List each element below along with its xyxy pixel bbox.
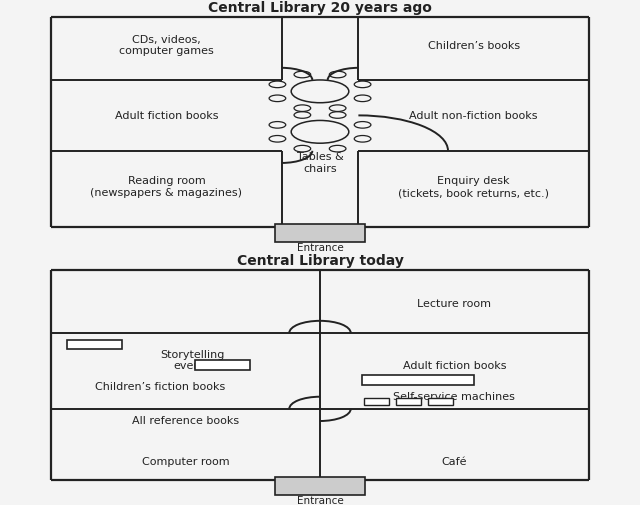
Text: Central Library today: Central Library today — [237, 253, 403, 267]
Bar — [195, 361, 250, 370]
Text: Reading room
(newspapers & magazines): Reading room (newspapers & magazines) — [90, 176, 243, 197]
Bar — [364, 398, 389, 405]
Text: Sofa: Sofa — [211, 360, 234, 370]
Text: Sofa: Sofa — [83, 340, 106, 350]
Bar — [275, 477, 365, 495]
Text: Central Library 20 years ago: Central Library 20 years ago — [208, 1, 432, 15]
Text: Children’s fiction books: Children’s fiction books — [95, 381, 225, 391]
Text: Children’s books: Children’s books — [428, 40, 520, 50]
Text: Entrance: Entrance — [296, 242, 344, 252]
Text: Adult fiction books: Adult fiction books — [403, 360, 506, 370]
Text: Tables &
chairs: Tables & chairs — [296, 152, 344, 174]
Text: Self-service machines: Self-service machines — [394, 391, 515, 401]
Text: Café: Café — [442, 456, 467, 466]
Text: Entrance: Entrance — [296, 495, 344, 505]
Bar — [275, 225, 365, 242]
Text: CDs, videos,
computer games: CDs, videos, computer games — [119, 35, 214, 56]
Text: Information desk: Information desk — [373, 375, 461, 385]
Bar — [428, 398, 453, 405]
Bar — [362, 375, 474, 385]
Text: Enquiry desk
(tickets, book returns, etc.): Enquiry desk (tickets, book returns, etc… — [398, 176, 549, 197]
Text: Adult non-fiction books: Adult non-fiction books — [410, 111, 538, 121]
Bar — [67, 340, 122, 349]
Bar — [396, 398, 421, 405]
Text: Adult fiction books: Adult fiction books — [115, 111, 218, 121]
Text: Computer room: Computer room — [142, 456, 229, 466]
Text: Storytelling
events: Storytelling events — [160, 349, 224, 371]
Text: All reference books: All reference books — [132, 416, 239, 425]
Text: Lecture room: Lecture room — [417, 298, 492, 308]
